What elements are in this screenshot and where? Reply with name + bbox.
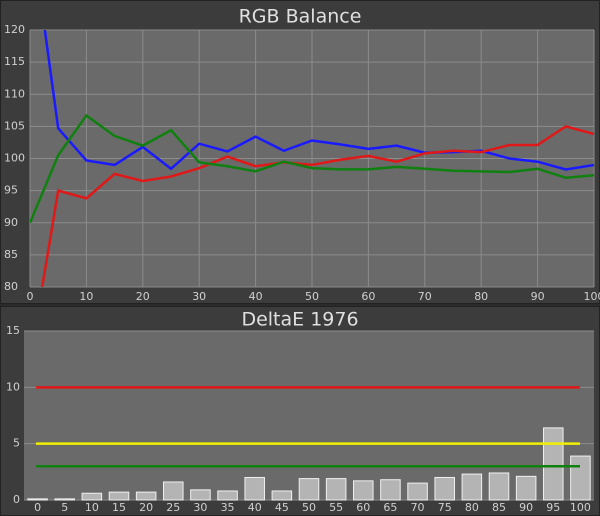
data-line: [43, 30, 594, 171]
data-line: [40, 125, 594, 287]
x-tick-label: 70: [411, 501, 425, 514]
bar: [54, 498, 75, 501]
y-tick-label: 90: [4, 216, 18, 229]
x-tick-label: 70: [418, 290, 432, 303]
chart-title: RGB Balance: [239, 6, 362, 28]
x-tick-label: 10: [85, 501, 99, 514]
x-tick-label: 55: [329, 501, 343, 514]
bar: [163, 481, 184, 501]
x-tick-label: 35: [221, 501, 235, 514]
x-tick-label: 100: [584, 290, 600, 303]
y-tick-label: 100: [4, 152, 25, 165]
x-tick-label: 15: [112, 501, 126, 514]
bar: [244, 476, 265, 501]
bar: [298, 478, 320, 501]
x-tick-label: 65: [383, 501, 397, 514]
x-tick-label: 80: [465, 501, 479, 514]
bar: [190, 489, 211, 501]
x-tick-label: 30: [192, 290, 206, 303]
x-tick-label: 40: [248, 501, 262, 514]
x-tick-label: 0: [27, 290, 34, 303]
x-tick-label: 100: [570, 501, 591, 514]
lines: [30, 30, 594, 287]
x-tick-label: 20: [139, 501, 153, 514]
x-tick-label: 50: [305, 290, 319, 303]
chart-title: DeltaE 1976: [241, 309, 358, 331]
bar: [353, 480, 374, 501]
x-tick-label: 90: [531, 290, 545, 303]
x-tick-label: 20: [136, 290, 150, 303]
bar: [27, 498, 48, 501]
bar: [434, 476, 455, 501]
x-tick-label: 95: [546, 501, 560, 514]
x-tick-label: 50: [302, 501, 316, 514]
bar: [271, 490, 293, 501]
bar: [325, 478, 347, 501]
bar: [108, 491, 130, 501]
y-tick-label: 80: [4, 280, 18, 293]
bar: [217, 490, 238, 501]
x-tick-label: 10: [79, 290, 93, 303]
y-tick-label: 110: [4, 87, 25, 100]
bar: [488, 472, 510, 501]
x-tick-label: 75: [438, 501, 452, 514]
x-tick-label: 60: [361, 290, 375, 303]
bar: [407, 482, 428, 501]
y-tick-label: 120: [4, 23, 25, 36]
x-tick-label: 40: [249, 290, 263, 303]
x-tick-label: 90: [519, 501, 533, 514]
bar: [461, 473, 483, 501]
x-tick-label: 5: [61, 501, 68, 514]
y-tick-label: 105: [4, 119, 25, 132]
y-tick-label: 115: [4, 55, 25, 68]
y-tick-label: 85: [4, 248, 18, 261]
x-tick-label: 25: [166, 501, 180, 514]
y-tick-label: 95: [4, 184, 18, 197]
y-tick-label: 0: [13, 493, 20, 506]
plot-area: [24, 331, 594, 500]
x-tick-label: 80: [474, 290, 488, 303]
x-tick-label: 30: [193, 501, 207, 514]
bar: [81, 492, 103, 501]
bar: [380, 479, 401, 501]
bar: [570, 455, 591, 501]
y-tick-label: 15: [6, 324, 20, 337]
bar: [135, 491, 157, 501]
bar: [543, 427, 564, 501]
y-tick-label: 10: [6, 380, 20, 393]
x-tick-label: 45: [275, 501, 289, 514]
x-tick-label: 85: [492, 501, 506, 514]
x-tick-label: 0: [34, 501, 41, 514]
x-tick-label: 60: [356, 501, 370, 514]
y-tick-label: 5: [13, 437, 20, 450]
bar: [515, 475, 537, 501]
data-line: [30, 113, 594, 224]
